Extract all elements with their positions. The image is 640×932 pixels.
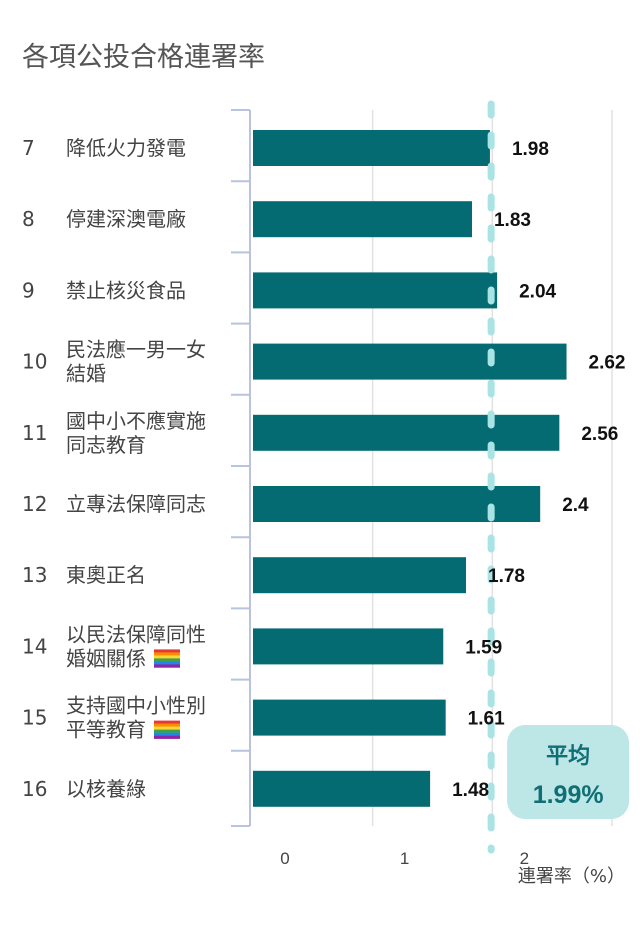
bar — [253, 700, 446, 736]
average-value: 1.99% — [533, 781, 604, 809]
x-tick-label: 1 — [400, 849, 409, 868]
bar — [253, 771, 430, 807]
value-label: 1.61 — [468, 709, 505, 730]
rank-label: 15 — [22, 706, 47, 730]
value-label: 1.59 — [465, 637, 502, 658]
value-label: 1.83 — [494, 210, 531, 231]
bar — [253, 557, 466, 593]
value-label: 2.04 — [519, 281, 556, 302]
value-labels: 1.98 1.83 2.04 2.62 2.56 2.4 1.78 1.59 1.61 1.48 — [452, 139, 625, 801]
value-label: 2.62 — [589, 353, 626, 374]
rank-label: 11 — [22, 421, 47, 445]
category-label: 民法應一男一女 — [66, 338, 206, 362]
x-axis-label: 連署率（%） — [518, 866, 625, 887]
category-label: 平等教育 — [66, 718, 146, 742]
rank-label: 13 — [22, 563, 47, 587]
category-label: 禁止核災食品 — [66, 278, 186, 302]
rainbow-flag-icon — [154, 721, 180, 739]
bar — [253, 628, 443, 664]
value-label: 1.48 — [452, 780, 489, 801]
bar — [253, 272, 497, 308]
y-axis — [231, 110, 250, 826]
value-label: 2.56 — [581, 424, 618, 445]
bar — [253, 201, 472, 237]
rank-label: 16 — [22, 777, 47, 801]
rainbow-flag-icon — [154, 649, 180, 667]
rank-label: 8 — [22, 207, 35, 231]
rank-label: 10 — [22, 350, 47, 374]
rank-label: 9 — [22, 278, 35, 302]
chart: 各項公投合格連署率 7 降低火力發電8 停建深澳電廠9 禁止核災食品10 民法應一男一女… — [0, 0, 640, 932]
rank-label: 12 — [22, 492, 47, 516]
category-label: 東奧正名 — [66, 563, 146, 587]
bars — [253, 130, 567, 807]
rank-label: 7 — [22, 136, 35, 160]
bar — [253, 344, 567, 380]
category-label: 國中小不應實施 — [66, 409, 206, 433]
average-label: 平均 — [546, 743, 590, 769]
category-label: 立專法保障同志 — [66, 492, 206, 516]
bar — [253, 415, 559, 451]
category-label: 支持國中小性別 — [66, 694, 206, 718]
x-tick-label: 0 — [280, 849, 289, 868]
chart-title: 各項公投合格連署率 — [22, 42, 265, 73]
category-label: 停建深澳電廠 — [66, 207, 186, 231]
value-label: 2.4 — [562, 495, 589, 516]
value-label: 1.78 — [488, 566, 525, 587]
category-label: 婚姻關係 — [66, 646, 146, 670]
value-label: 1.98 — [512, 139, 549, 160]
category-label: 降低火力發電 — [66, 136, 186, 160]
category-label: 以民法保障同性 — [66, 622, 206, 646]
category-label: 同志教育 — [66, 433, 146, 457]
average-badge: 平均 1.99% — [507, 725, 629, 819]
category-label: 以核養綠 — [66, 777, 146, 801]
bar — [253, 130, 490, 166]
bar — [253, 486, 540, 522]
rank-label: 14 — [22, 634, 47, 658]
category-label: 結婚 — [66, 362, 106, 386]
